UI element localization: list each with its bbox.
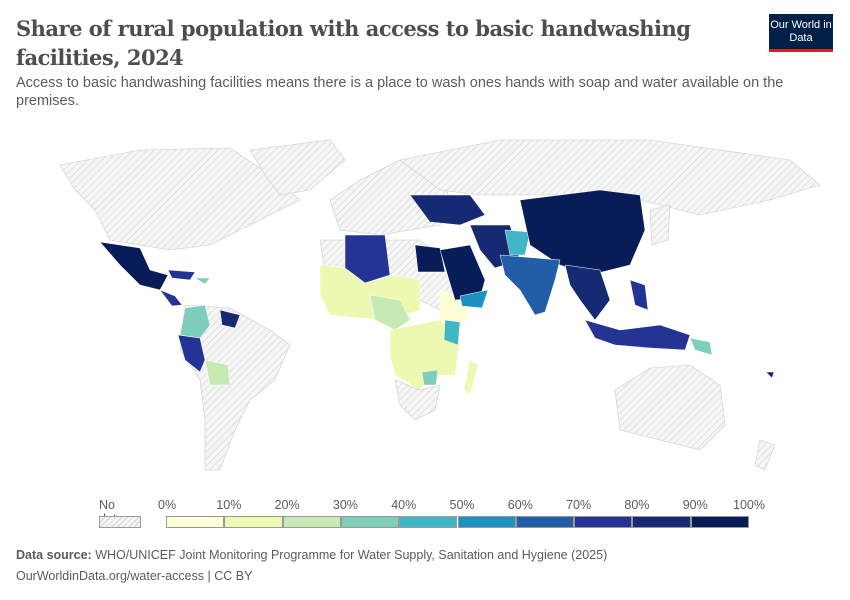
region-zimbabwe[interactable] (421, 369, 439, 386)
legend-swatch (574, 516, 633, 528)
region-mexico[interactable] (99, 241, 169, 291)
region-new-zealand[interactable] (754, 439, 776, 471)
data-source: Data source: WHO/UNICEF Joint Monitoring… (16, 548, 607, 562)
region-greenland[interactable] (249, 139, 346, 196)
legend-tick-label: 50% (449, 498, 475, 512)
region-south-america[interactable] (179, 304, 291, 471)
region-india[interactable] (499, 254, 561, 316)
region-caribbean-2[interactable] (194, 277, 211, 285)
region-pacific-island[interactable] (765, 371, 775, 379)
region-philippines[interactable] (629, 279, 649, 311)
region-peru[interactable] (177, 334, 206, 373)
region-madagascar[interactable] (463, 359, 479, 396)
region-kazakhstan[interactable] (409, 194, 486, 226)
region-russia[interactable] (399, 139, 821, 216)
region-australia[interactable] (614, 364, 726, 451)
region-central-america[interactable] (159, 289, 183, 307)
region-papua-new-guinea[interactable] (689, 337, 713, 356)
chart-title: Share of rural population with access to… (16, 16, 691, 70)
region-indonesia[interactable] (584, 319, 691, 351)
legend-swatch (515, 516, 575, 528)
legend-swatch (690, 516, 749, 528)
legend-swatch (282, 516, 341, 528)
legend-swatch (224, 516, 283, 528)
region-caribbean[interactable] (167, 269, 196, 281)
legend-swatch (166, 516, 225, 528)
legend-tick-label: 60% (507, 498, 533, 512)
region-north-america[interactable] (59, 147, 301, 251)
region-egypt[interactable] (414, 244, 446, 273)
region-venezuela[interactable] (219, 309, 241, 329)
source-text: WHO/UNICEF Joint Monitoring Programme fo… (95, 548, 608, 562)
legend-tick-label: 20% (274, 498, 300, 512)
legend-tick-label: 100% (733, 498, 765, 512)
legend-tick-label: 80% (624, 498, 650, 512)
footer-link[interactable]: OurWorldinData.org/water-access | CC BY (16, 569, 253, 583)
region-colombia[interactable] (179, 304, 211, 339)
owid-logo[interactable]: Our World in Data (769, 14, 833, 52)
region-afghanistan[interactable] (504, 229, 531, 256)
legend-tick-label: 90% (682, 498, 708, 512)
legend-tick-label: 70% (566, 498, 592, 512)
source-label: Data source: (16, 548, 92, 562)
region-yemen[interactable] (459, 289, 489, 309)
legend-tick-label: 0% (158, 498, 177, 512)
region-bolivia[interactable] (204, 359, 231, 386)
region-saudi-arabia[interactable] (439, 244, 486, 301)
region-southern-africa[interactable] (394, 379, 441, 421)
region-central-africa[interactable] (369, 294, 411, 331)
chart-subtitle: Access to basic handwashing facilities m… (16, 75, 784, 109)
region-southeast-asia[interactable] (564, 264, 611, 321)
region-china[interactable] (519, 189, 646, 276)
region-algeria[interactable] (344, 234, 391, 284)
legend-tick-label: 30% (332, 498, 358, 512)
region-japan-korea[interactable] (649, 204, 671, 246)
legend-tick-label: 10% (216, 498, 242, 512)
world-map (59, 139, 821, 471)
legend-tick-label: 40% (391, 498, 417, 512)
legend-swatch (340, 516, 400, 528)
legend-swatch (632, 516, 691, 528)
legend-swatch (457, 516, 516, 528)
region-kenya[interactable] (443, 319, 461, 346)
legend-no-data-swatch (99, 516, 141, 528)
legend-swatch (399, 516, 458, 528)
